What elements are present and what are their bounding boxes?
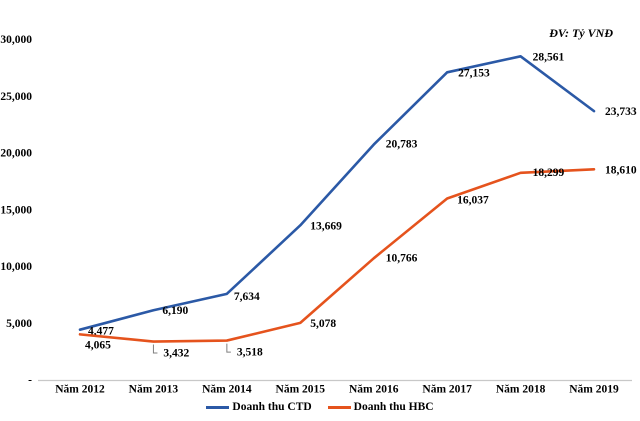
x-tick-label: Năm 2019 <box>569 384 619 396</box>
data-label: 4,065 <box>85 339 111 351</box>
data-label: 6,190 <box>162 305 188 317</box>
data-label: 5,078 <box>310 318 336 330</box>
data-label: 7,634 <box>234 291 260 303</box>
legend-label-hbc: Doanh thu HBC <box>353 401 434 413</box>
x-tick-label: Năm 2012 <box>55 384 105 396</box>
ctd-line-swatch <box>206 405 230 409</box>
legend: Doanh thu CTD Doanh thu HBC <box>0 401 640 413</box>
legend-label-ctd: Doanh thu CTD <box>232 401 312 413</box>
data-label: 27,153 <box>458 67 490 79</box>
y-tick-label: 5,000 <box>6 318 32 330</box>
data-label: 20,783 <box>386 139 418 151</box>
x-tick-label: Năm 2014 <box>202 384 252 396</box>
series-line-0 <box>78 55 596 331</box>
x-tick-label: Năm 2013 <box>129 384 179 396</box>
x-tick-label: Năm 2017 <box>422 384 472 396</box>
data-label: 13,669 <box>310 220 342 232</box>
x-axis-labels: Năm 2012 Năm 2013 Năm 2014 Năm 2015 Năm 2016… <box>55 384 619 396</box>
series-line-1 <box>78 167 596 343</box>
legend-item-hbc: Doanh thu HBC <box>327 401 434 413</box>
data-label: 28,561 <box>533 51 565 63</box>
y-tick-label: 10,000 <box>0 261 32 273</box>
data-label: 3,518 <box>237 347 263 359</box>
y-axis-labels: - 5,000 10,000 15,000 20,000 25,000 30,000 <box>0 34 32 387</box>
data-label: 16,037 <box>457 194 489 206</box>
label-leader-line <box>226 343 231 353</box>
data-labels-series-1: 4,065 3,432 3,518 5,078 10,766 16,037 18,299 18… <box>85 164 637 359</box>
data-labels-series-0: 4,4776,1907,63413,66920,78327,15328,5612… <box>88 51 637 337</box>
x-tick-label: Năm 2016 <box>349 384 399 396</box>
data-label: 23,733 <box>605 106 637 118</box>
y-tick-label: - <box>28 375 32 387</box>
y-tick-label: 25,000 <box>0 91 32 103</box>
y-tick-label: 30,000 <box>0 34 32 46</box>
data-label: 18,610 <box>605 164 637 176</box>
data-label: 3,432 <box>163 348 189 360</box>
hbc-line-swatch <box>327 405 351 409</box>
unit-label: ĐV: Tỷ VNĐ <box>549 26 613 40</box>
y-tick-label: 15,000 <box>0 204 32 216</box>
y-tick-label: 20,000 <box>0 148 32 160</box>
data-label: 10,766 <box>386 252 418 264</box>
x-tick-label: Năm 2018 <box>496 384 546 396</box>
legend-item-ctd: Doanh thu CTD <box>206 401 312 413</box>
x-tick-label: Năm 2015 <box>276 384 326 396</box>
data-label: 18,299 <box>533 167 565 179</box>
label-leader-line <box>152 344 158 354</box>
